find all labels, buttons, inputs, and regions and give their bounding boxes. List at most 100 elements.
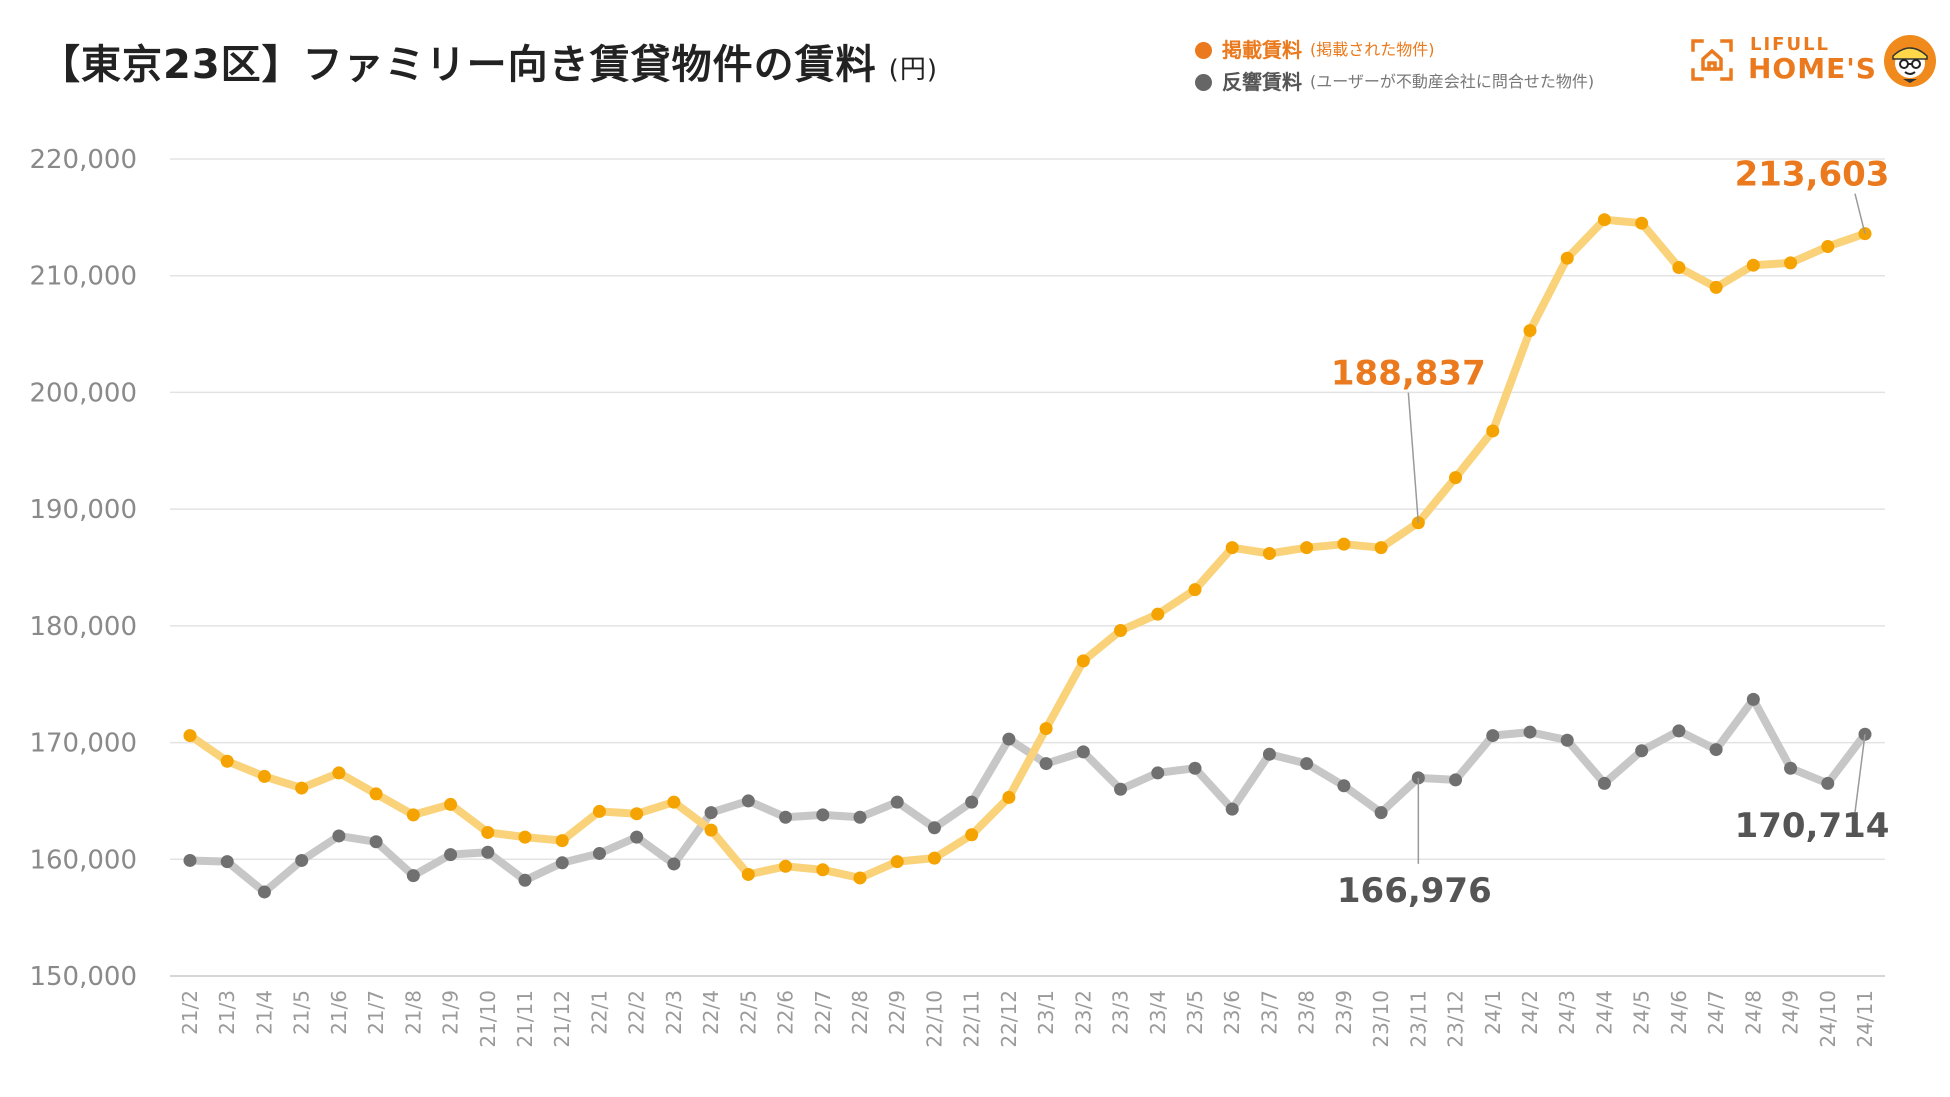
annotation-label: 170,714 bbox=[1735, 806, 1890, 846]
x-tick-label: 22/11 bbox=[960, 990, 984, 1048]
x-tick-label: 22/4 bbox=[699, 990, 723, 1035]
data-point bbox=[1672, 261, 1686, 275]
data-point bbox=[1597, 776, 1611, 790]
data-point bbox=[890, 855, 904, 869]
data-point bbox=[406, 808, 420, 822]
legend-label: 掲載賃料 bbox=[1222, 38, 1302, 62]
x-tick-label: 23/9 bbox=[1332, 990, 1356, 1035]
data-point bbox=[444, 848, 458, 862]
x-tick-label: 21/6 bbox=[327, 990, 351, 1035]
data-point bbox=[1486, 729, 1500, 743]
data-point bbox=[741, 867, 755, 881]
x-tick-label: 24/4 bbox=[1592, 990, 1616, 1035]
x-tick-label: 24/10 bbox=[1816, 990, 1840, 1048]
data-point bbox=[1300, 541, 1314, 555]
data-point bbox=[1337, 537, 1351, 551]
data-point bbox=[592, 804, 606, 818]
x-tick-label: 21/4 bbox=[252, 990, 276, 1035]
chart-title: 【東京23区】ファミリー向き賃貸物件の賃料 (円) bbox=[40, 32, 938, 90]
y-tick-label: 200,000 bbox=[29, 378, 137, 408]
data-point bbox=[1449, 471, 1463, 485]
x-tick-label: 21/3 bbox=[215, 990, 239, 1035]
data-point bbox=[1709, 280, 1723, 294]
data-point bbox=[667, 795, 681, 809]
data-point bbox=[816, 863, 830, 877]
data-point bbox=[1151, 607, 1165, 621]
data-point bbox=[1523, 725, 1537, 739]
legend-dot-icon bbox=[1195, 73, 1212, 91]
annotation-leader bbox=[1407, 392, 1420, 523]
x-tick-label: 23/6 bbox=[1220, 990, 1244, 1035]
data-point bbox=[1597, 213, 1611, 227]
x-tick-label: 22/5 bbox=[736, 990, 760, 1035]
logo-big-text: HOME'S bbox=[1748, 52, 1877, 85]
data-point bbox=[257, 885, 271, 899]
x-tick-label: 24/1 bbox=[1481, 990, 1505, 1035]
x-tick-label: 21/8 bbox=[401, 990, 425, 1035]
x-tick-label: 21/11 bbox=[513, 990, 537, 1048]
data-point bbox=[1821, 240, 1835, 254]
data-point bbox=[257, 769, 271, 783]
legend-note: (掲載された物件) bbox=[1310, 40, 1435, 59]
data-point bbox=[518, 873, 532, 887]
x-tick-label: 23/12 bbox=[1444, 990, 1468, 1048]
data-point bbox=[1821, 776, 1835, 790]
data-point bbox=[927, 821, 941, 835]
x-tick-label: 24/9 bbox=[1779, 990, 1803, 1035]
data-point bbox=[518, 830, 532, 844]
data-point bbox=[1262, 747, 1276, 761]
x-tick-label: 23/3 bbox=[1109, 990, 1133, 1035]
data-point bbox=[1449, 773, 1463, 787]
data-point bbox=[1225, 802, 1239, 816]
data-point bbox=[406, 869, 420, 883]
x-tick-label: 22/10 bbox=[922, 990, 946, 1048]
data-point bbox=[1635, 216, 1649, 230]
data-point bbox=[1746, 692, 1760, 706]
annotation-leader bbox=[1854, 193, 1866, 234]
x-tick-label: 21/5 bbox=[290, 990, 314, 1035]
x-tick-label: 22/1 bbox=[587, 990, 611, 1035]
x-tick-label: 22/6 bbox=[774, 990, 798, 1035]
data-point bbox=[890, 795, 904, 809]
house-frame-icon bbox=[1691, 39, 1733, 81]
annotation-label: 188,837 bbox=[1331, 354, 1486, 394]
logo-small-text: LIFULL bbox=[1750, 34, 1831, 55]
x-tick-label: 24/6 bbox=[1667, 990, 1691, 1035]
data-point bbox=[741, 794, 755, 808]
x-tick-label: 23/11 bbox=[1406, 990, 1430, 1048]
data-point bbox=[220, 855, 234, 869]
data-point bbox=[853, 871, 867, 885]
data-point bbox=[555, 856, 569, 870]
data-point bbox=[1002, 790, 1016, 804]
data-point bbox=[1225, 541, 1239, 555]
data-point bbox=[1076, 654, 1090, 668]
data-point bbox=[1114, 624, 1128, 638]
data-point bbox=[1188, 761, 1202, 775]
data-point bbox=[630, 830, 644, 844]
data-point bbox=[183, 729, 197, 743]
x-tick-label: 24/7 bbox=[1704, 990, 1728, 1035]
data-point bbox=[1486, 424, 1500, 438]
data-point bbox=[481, 845, 495, 859]
data-point bbox=[1114, 782, 1128, 796]
data-point bbox=[555, 834, 569, 848]
legend-dot-icon bbox=[1195, 41, 1212, 59]
data-point bbox=[592, 846, 606, 860]
data-point bbox=[853, 810, 867, 824]
data-point bbox=[444, 797, 458, 811]
legend-note: (ユーザーが不動産会社に問合せた物件) bbox=[1310, 72, 1595, 91]
data-point bbox=[295, 853, 309, 867]
data-point bbox=[369, 787, 383, 801]
mascot-icon bbox=[1884, 35, 1936, 87]
data-point bbox=[779, 810, 793, 824]
x-tick-label: 23/5 bbox=[1183, 990, 1207, 1035]
x-tick-label: 24/11 bbox=[1853, 990, 1877, 1048]
x-tick-label: 22/3 bbox=[662, 990, 686, 1035]
x-tick-label: 21/7 bbox=[364, 990, 388, 1035]
data-point bbox=[1784, 761, 1798, 775]
data-point bbox=[295, 781, 309, 795]
data-point bbox=[965, 828, 979, 842]
x-tick-label: 24/2 bbox=[1518, 990, 1542, 1035]
data-point bbox=[965, 795, 979, 809]
